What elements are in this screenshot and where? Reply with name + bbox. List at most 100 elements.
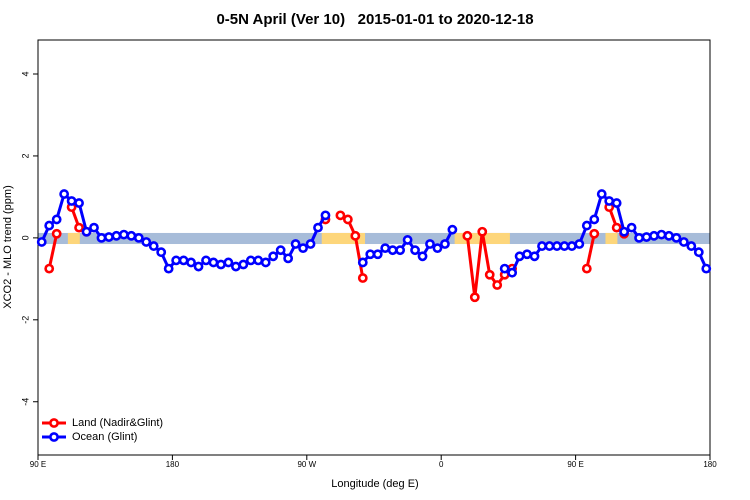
data-point bbox=[507, 267, 518, 278]
data-point bbox=[230, 261, 241, 272]
data-point bbox=[238, 259, 249, 270]
data-point bbox=[678, 237, 689, 247]
data-point bbox=[298, 243, 308, 254]
data-point bbox=[477, 226, 488, 237]
data-point bbox=[59, 189, 70, 199]
y-tick-label: 2 bbox=[20, 153, 30, 158]
data-point bbox=[440, 239, 450, 249]
legend-label: Land (Nadir&Glint) bbox=[72, 417, 163, 429]
data-point bbox=[313, 222, 323, 233]
data-point bbox=[410, 245, 420, 256]
data-point bbox=[611, 222, 622, 233]
data-point bbox=[51, 228, 62, 239]
data-point bbox=[387, 245, 398, 256]
data-point bbox=[462, 230, 473, 241]
data-point bbox=[260, 257, 271, 268]
data-point bbox=[544, 241, 555, 251]
data-point bbox=[589, 228, 600, 239]
data-point bbox=[335, 210, 346, 221]
x-tick-label: 90 E bbox=[30, 460, 46, 469]
land-band bbox=[321, 232, 366, 245]
data-point bbox=[641, 232, 652, 242]
x-axis-label: Longitude (deg E) bbox=[331, 478, 418, 490]
data-point bbox=[350, 230, 361, 241]
data-point bbox=[566, 241, 577, 251]
data-point bbox=[111, 230, 122, 241]
data-point bbox=[395, 245, 406, 256]
data-point bbox=[589, 214, 600, 225]
data-point bbox=[552, 241, 562, 251]
x-tick-label: 180 bbox=[703, 460, 717, 469]
data-point bbox=[126, 230, 137, 241]
data-point bbox=[701, 263, 712, 274]
data-point bbox=[148, 241, 159, 251]
y-axis-label: XCO2 - MLO trend (ppm) bbox=[2, 185, 14, 308]
data-point bbox=[81, 226, 92, 237]
data-point bbox=[402, 235, 413, 245]
legend-marker bbox=[49, 432, 59, 442]
data-point bbox=[469, 292, 480, 303]
data-point bbox=[96, 232, 107, 243]
legend-label: Ocean (Glint) bbox=[72, 431, 137, 443]
data-point bbox=[357, 273, 368, 283]
data-point bbox=[529, 251, 540, 262]
data-point bbox=[537, 241, 547, 251]
plot-frame bbox=[37, 39, 711, 456]
data-point bbox=[74, 198, 84, 208]
x-tick-label: 180 bbox=[166, 460, 180, 469]
data-point bbox=[372, 249, 383, 260]
data-point bbox=[208, 257, 219, 268]
legend-marker bbox=[49, 418, 59, 428]
data-point bbox=[51, 214, 62, 225]
data-point bbox=[118, 229, 129, 240]
data-point bbox=[74, 222, 84, 233]
x-tick-label: 90 W bbox=[297, 460, 316, 469]
data-point bbox=[522, 249, 532, 260]
data-point bbox=[305, 239, 316, 249]
data-point bbox=[342, 214, 353, 225]
data-point bbox=[514, 251, 525, 262]
data-point bbox=[626, 222, 637, 233]
data-point bbox=[89, 222, 99, 233]
data-point bbox=[581, 263, 592, 274]
data-point bbox=[656, 229, 667, 240]
data-point bbox=[253, 255, 264, 266]
land-band bbox=[605, 232, 618, 245]
data-point bbox=[417, 251, 428, 262]
data-point bbox=[66, 196, 77, 206]
data-point bbox=[290, 239, 301, 249]
y-tick-label: 0 bbox=[20, 235, 30, 240]
data-point bbox=[268, 251, 279, 262]
data-point bbox=[178, 255, 189, 266]
data-point bbox=[380, 243, 391, 254]
data-point bbox=[193, 261, 204, 272]
y-tick-label: -4 bbox=[20, 398, 30, 406]
data-point bbox=[432, 243, 443, 254]
data-point bbox=[275, 245, 286, 256]
x-tick-label: 0 bbox=[439, 460, 444, 469]
chart-title: 0-5N April (Ver 10) 2015-01-01 to 2020-1… bbox=[216, 11, 533, 28]
y-tick-label: 4 bbox=[20, 71, 30, 76]
data-point bbox=[484, 269, 495, 280]
data-point bbox=[104, 232, 114, 242]
data-point bbox=[664, 230, 674, 241]
data-point bbox=[283, 253, 294, 264]
data-point bbox=[44, 220, 55, 231]
data-point bbox=[604, 196, 615, 206]
data-point bbox=[619, 226, 630, 237]
data-point bbox=[163, 263, 174, 274]
x-tick-label: 90 E bbox=[567, 460, 583, 469]
data-point bbox=[44, 263, 55, 274]
data-point bbox=[581, 220, 592, 231]
data-point bbox=[141, 237, 152, 247]
data-point bbox=[693, 247, 704, 258]
land-band bbox=[67, 232, 80, 245]
data-point bbox=[36, 237, 47, 247]
data-point bbox=[171, 255, 182, 266]
data-point bbox=[671, 232, 682, 243]
data-point bbox=[634, 232, 644, 243]
data-point bbox=[425, 239, 435, 249]
data-point bbox=[216, 259, 226, 270]
